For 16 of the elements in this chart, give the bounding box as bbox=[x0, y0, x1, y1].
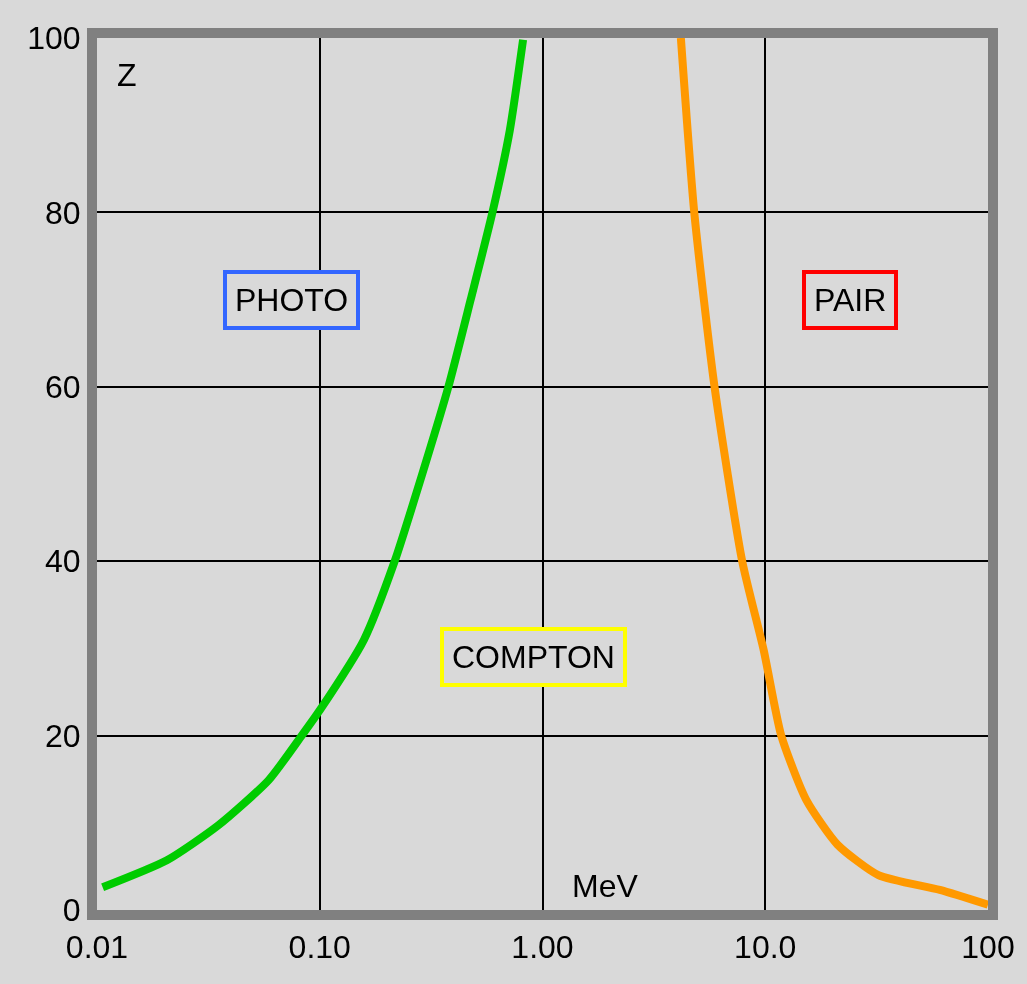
y-tick-label: 60 bbox=[45, 369, 81, 405]
x-tick-label: 100 bbox=[961, 929, 1015, 966]
x-tick-label: 1.00 bbox=[511, 929, 574, 966]
y-tick-label: 20 bbox=[45, 717, 81, 754]
annotation: COMPTON bbox=[452, 639, 615, 675]
x-tick-label: 0.10 bbox=[288, 929, 351, 966]
y-tick-label: 80 bbox=[45, 194, 81, 231]
y-tick-label: 40 bbox=[45, 543, 81, 580]
annotation: PAIR bbox=[814, 282, 887, 318]
x-tick-label: 0.01 bbox=[65, 929, 129, 966]
x-axis-title: MeV bbox=[572, 868, 639, 904]
y-tick-label: 0 bbox=[62, 892, 81, 929]
y-axis-title: Z bbox=[117, 57, 137, 93]
y-tick-label: 100 bbox=[27, 20, 81, 57]
x-tick-label: 10.0 bbox=[734, 929, 797, 966]
annotation: PHOTO bbox=[235, 282, 349, 318]
